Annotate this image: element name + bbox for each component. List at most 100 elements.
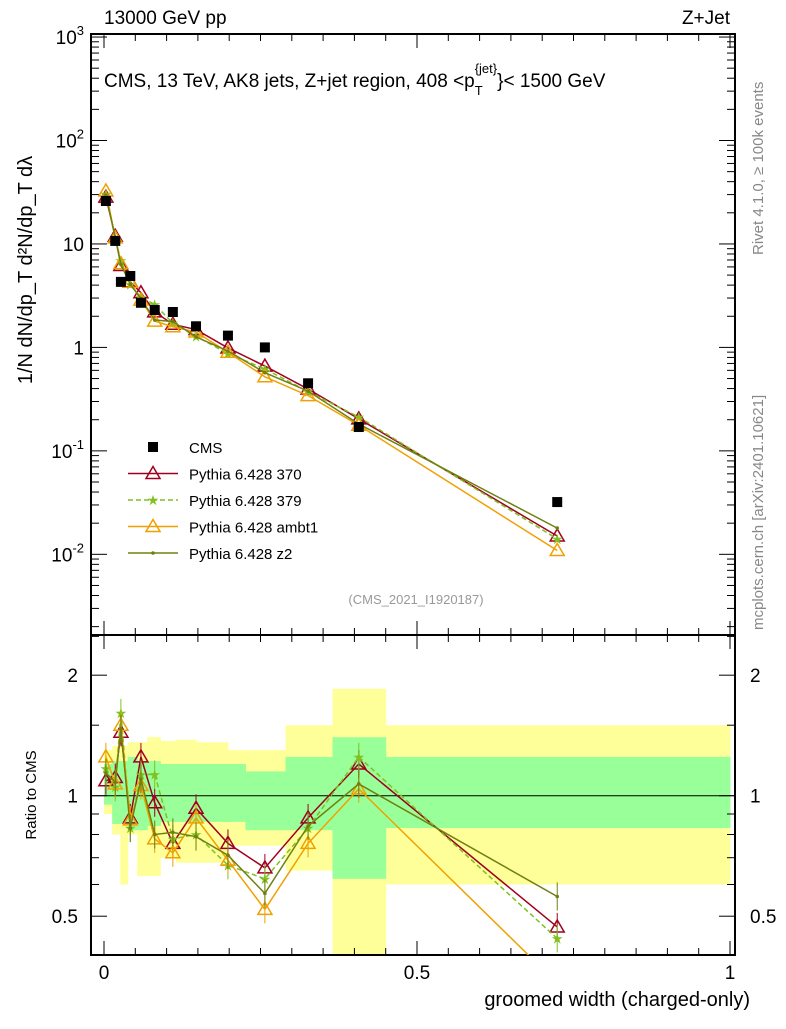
legend-label: CMS <box>189 440 222 457</box>
ratio-point: ★ <box>551 930 564 946</box>
series-point <box>128 282 133 287</box>
series-point <box>226 349 230 353</box>
series-point <box>119 262 123 267</box>
y-tick-label: 10 <box>63 235 84 256</box>
rivet-label: Rivet 4.1.0, ≥ 100k events <box>750 82 767 255</box>
ratio-point <box>113 780 118 785</box>
cms-data-point <box>115 276 126 287</box>
ratio-point <box>226 853 230 858</box>
ratio-point: ★ <box>148 766 161 782</box>
ratio-point: ★ <box>259 871 272 887</box>
plot-title: CMS, 13 TeV, AK8 jets, Z+jet region, 408… <box>104 61 606 98</box>
ratio-uncertainty-bands <box>104 688 731 955</box>
ratio-series: ★★★★★★★★★★★★★ <box>97 698 566 955</box>
x-tick-label: 0.5 <box>404 963 430 984</box>
cms-data-point <box>259 342 270 353</box>
green-band <box>196 763 229 822</box>
series-point <box>112 256 130 272</box>
analysis-label: (CMS_2021_I1920187) <box>348 592 483 607</box>
legend-marker <box>148 442 158 452</box>
main-series: ★★★★★★★★★★★★★ <box>97 182 566 557</box>
title-main: CMS, 13 TeV, AK8 jets, Z+jet region, 408… <box>104 71 475 92</box>
cms-data-point <box>222 330 233 341</box>
series-point: ★ <box>551 531 564 547</box>
ratio-point <box>139 777 143 781</box>
ratio-point <box>194 834 198 839</box>
y-tick-label: 103 <box>56 23 84 49</box>
series-point <box>548 542 566 557</box>
ratio-point <box>128 826 133 830</box>
cms-data-point <box>303 378 314 389</box>
series-line <box>105 194 558 529</box>
green-band <box>175 763 197 822</box>
series-point <box>256 368 274 383</box>
ratio-point <box>171 830 175 835</box>
series-point <box>194 335 198 339</box>
ratio-point <box>104 771 108 775</box>
series-point <box>263 370 267 375</box>
x-axis-label: groomed width (charged-only) <box>484 989 750 1011</box>
series-point <box>164 318 182 333</box>
ratio-point <box>555 894 560 899</box>
beam-label: 13000 GeV pp <box>104 8 227 29</box>
ratio-frame <box>90 634 736 956</box>
cms-data-point <box>552 497 563 508</box>
green-band <box>385 756 731 829</box>
ratio-point <box>263 891 267 896</box>
y-axis-label: 1/N dN/dp_T d²N/dp_T dλ <box>15 156 37 384</box>
process-label: Z+Jet <box>682 8 731 29</box>
series-line <box>105 193 558 540</box>
ratio-tick-label: 0.5 <box>52 907 78 928</box>
y-tick-exponent: 3 <box>77 23 84 38</box>
series-point <box>306 389 310 393</box>
series-point <box>121 273 139 289</box>
legend-label: Pythia 6.428 370 <box>189 467 302 484</box>
y-tick-exponent: -2 <box>72 540 84 555</box>
ratio-point <box>306 824 310 828</box>
green-band <box>227 763 246 822</box>
series-point <box>299 387 317 402</box>
ratio-point <box>299 834 317 850</box>
cms-data-point <box>135 297 146 308</box>
ratio-point: ★ <box>353 749 366 765</box>
ratio-point <box>356 782 361 786</box>
ratio-point <box>256 900 274 916</box>
series-point <box>112 255 130 270</box>
ratio-point <box>119 726 123 731</box>
cms-data-point <box>353 422 364 433</box>
green-band <box>120 761 129 824</box>
series-point <box>152 318 157 322</box>
axes: 0 0.5 1 10-2 10-1 1 10 102 103 0.5 0.5 1 1 2 2 <box>51 23 776 984</box>
cms-data-point <box>110 235 121 246</box>
title-tail: }< 1500 GeV <box>497 71 606 92</box>
title-sup: {jet} <box>475 61 498 76</box>
y-tick-label: 10-1 <box>51 437 84 463</box>
cms-data-point <box>191 321 202 332</box>
ratio-tick-label: 2 <box>67 666 78 687</box>
ratio-tick-label: 0.5 <box>750 907 776 928</box>
series-point <box>548 527 566 542</box>
mcplots-label: mcplots.cern.ch [arXiv:2401.10621] <box>750 395 767 630</box>
x-tick-label: 1 <box>725 963 736 984</box>
y-tick-exponent: 2 <box>77 126 84 141</box>
legend-label: Pythia 6.428 z2 <box>189 546 292 563</box>
series-point <box>555 526 560 530</box>
series-line <box>105 196 558 537</box>
series-point <box>171 319 175 324</box>
y-tick-label: 1 <box>73 338 84 359</box>
legend-marker <box>144 518 162 533</box>
green-band <box>160 763 177 822</box>
legend-label: Pythia 6.428 379 <box>189 493 302 510</box>
cms-data-point <box>100 196 111 207</box>
legend-marker <box>144 465 162 480</box>
y-tick-label: 10-2 <box>51 540 84 566</box>
main-frame <box>90 33 736 636</box>
green-band <box>285 756 333 831</box>
green-band <box>112 761 121 824</box>
cms-data-point <box>167 306 178 317</box>
title-sub: T <box>475 83 483 98</box>
series-point <box>219 343 237 359</box>
ratio-point <box>152 832 157 837</box>
y-tick-label: 102 <box>56 126 84 152</box>
